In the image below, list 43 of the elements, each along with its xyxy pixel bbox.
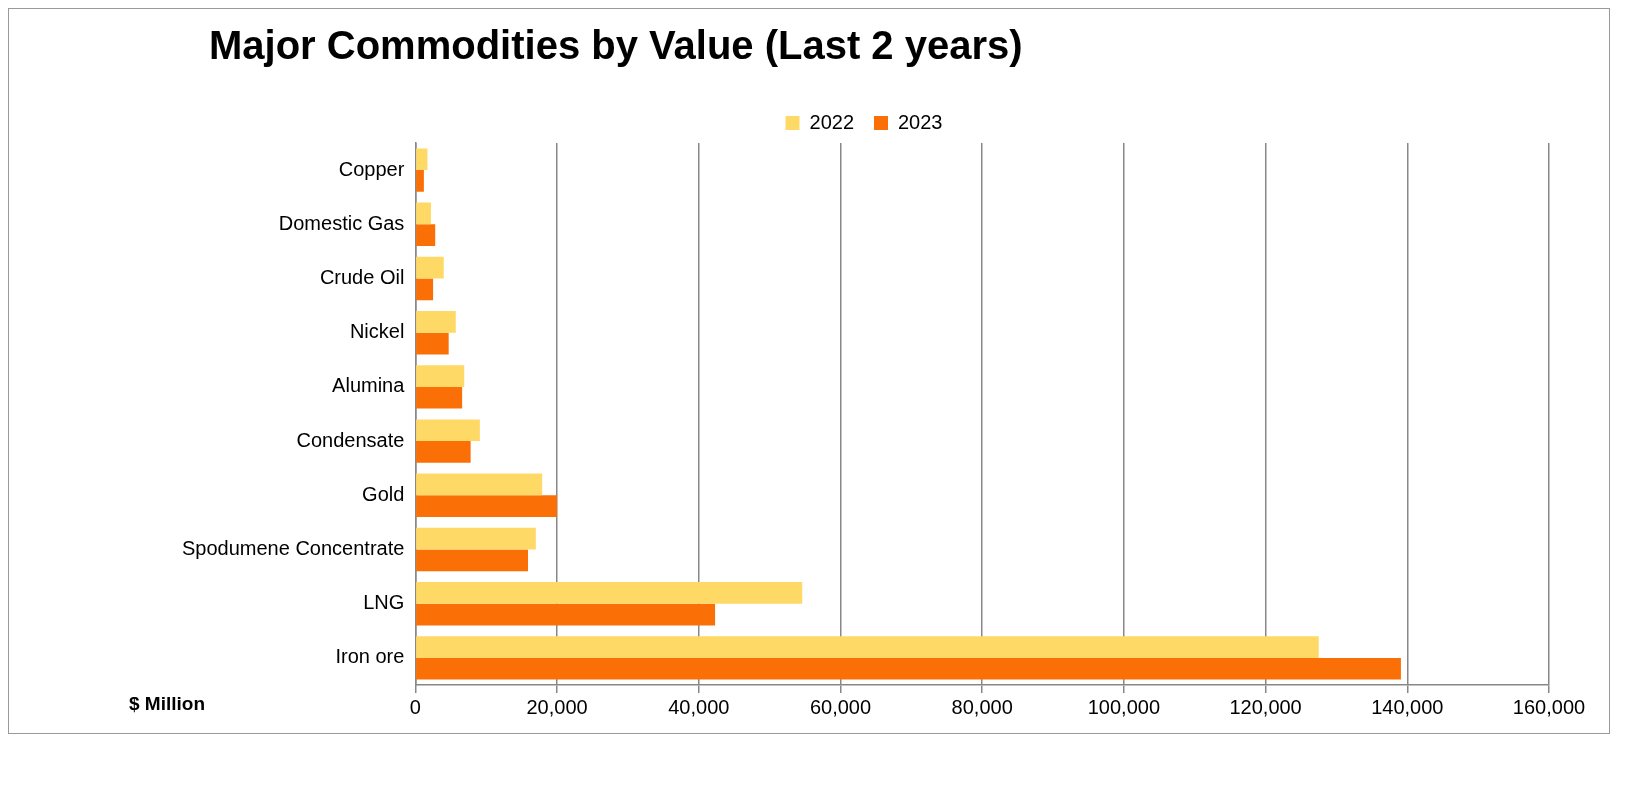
x-tick-label: 40,000	[668, 695, 730, 718]
bar	[416, 278, 434, 301]
bar	[416, 365, 465, 387]
x-tick-label: 120,000	[1229, 695, 1302, 718]
bar	[416, 224, 436, 246]
legend-label: 2023	[898, 110, 943, 133]
bar	[416, 256, 444, 279]
legend-label: 2022	[809, 110, 855, 133]
bar	[416, 386, 463, 409]
bar	[416, 311, 456, 333]
y-tick-label: Gold	[362, 482, 405, 505]
bar	[416, 603, 716, 626]
x-tick-label: 100,000	[1087, 695, 1161, 718]
bar	[416, 582, 803, 604]
bar	[416, 657, 1401, 680]
bar	[416, 202, 431, 225]
bar	[416, 636, 1319, 658]
bar	[416, 419, 480, 442]
y-tick-label: Copper	[338, 157, 405, 180]
y-tick-label: LNG	[363, 591, 405, 614]
bar	[416, 495, 558, 517]
x-tick-label: 0	[409, 695, 421, 718]
y-tick-label: Spodumene Concentrate	[182, 537, 405, 560]
x-tick-label: 160,000	[1512, 695, 1586, 718]
y-tick-label: Domestic Gas	[278, 211, 405, 234]
bar	[416, 441, 471, 463]
bar	[416, 473, 543, 496]
x-axis-title: $ Million	[129, 693, 205, 715]
x-tick-label: 140,000	[1371, 695, 1444, 718]
chart-title: Major Commodities by Value (Last 2 years)	[208, 22, 1024, 69]
x-tick-label: 20,000	[526, 695, 588, 718]
bar	[416, 148, 428, 171]
y-tick-label: Nickel	[349, 320, 405, 343]
bar	[416, 549, 529, 572]
y-tick-label: Alumina	[332, 374, 406, 397]
y-tick-label: Condensate	[296, 428, 405, 451]
y-tick-label: Crude Oil	[319, 266, 405, 289]
y-tick-label: Iron ore	[335, 645, 405, 668]
bar	[416, 170, 424, 192]
x-tick-label: 60,000	[809, 695, 872, 718]
bar	[416, 527, 536, 550]
bar	[416, 332, 449, 355]
x-tick-label: 80,000	[951, 695, 1013, 718]
